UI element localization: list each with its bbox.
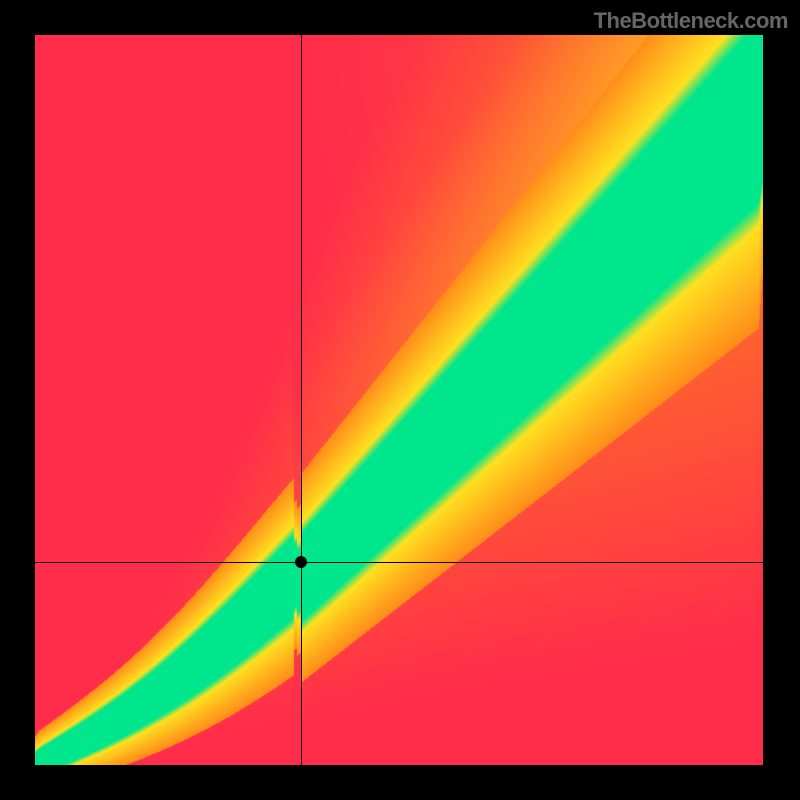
crosshair-horizontal — [35, 562, 763, 563]
crosshair-marker — [295, 556, 307, 568]
watermark-text: TheBottleneck.com — [594, 8, 788, 34]
bottleneck-heatmap — [35, 35, 763, 765]
chart-container: TheBottleneck.com — [0, 0, 800, 800]
crosshair-vertical — [301, 35, 302, 765]
